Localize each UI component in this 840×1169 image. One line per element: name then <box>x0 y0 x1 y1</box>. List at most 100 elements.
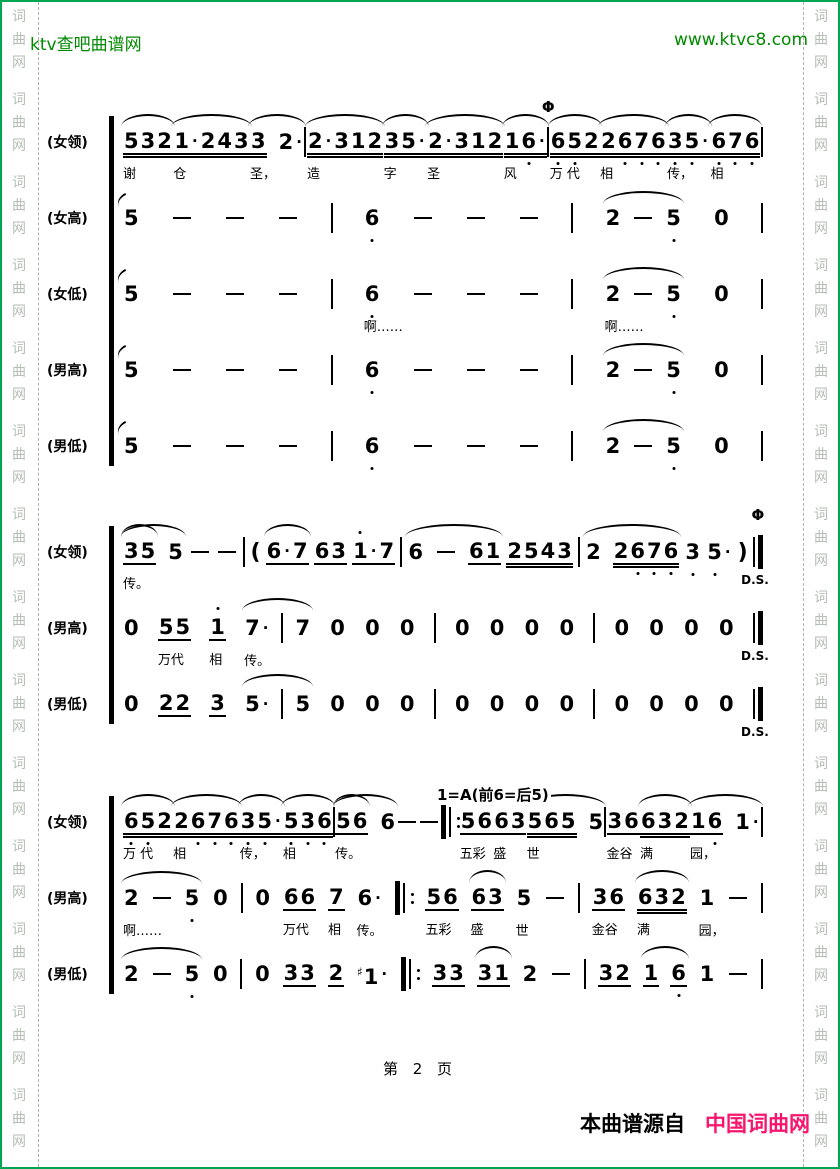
note-row: 0 <box>648 692 665 716</box>
note-row: 3 <box>250 129 267 158</box>
note-digit: 2 <box>158 691 174 715</box>
site-name[interactable]: ktv查吧曲谱网 <box>30 35 142 55</box>
barline-stroke <box>400 957 406 991</box>
dash-stroke <box>634 369 653 371</box>
note-digit: 2 <box>671 885 686 909</box>
note-digit: 0 <box>213 886 228 910</box>
watermark-char: 网 <box>814 470 828 486</box>
note-group: 1 · 7 <box>352 531 396 565</box>
note-group: 0 <box>212 962 229 986</box>
slur-arc <box>547 114 602 127</box>
sharp-sign: ♯ <box>356 964 363 979</box>
duration-dash <box>418 821 440 823</box>
note-row: 1 · 7 <box>352 531 396 565</box>
note-row: 0 <box>399 616 416 640</box>
octave-dot-below <box>370 239 374 242</box>
octave-dot-below <box>656 162 660 165</box>
slur-arc <box>688 794 763 807</box>
note-row: 1 <box>642 961 660 987</box>
lyric: 传， <box>239 847 266 862</box>
watermark-char: 词 <box>12 258 26 274</box>
note-digit: 3 <box>654 885 670 909</box>
note-group: 0 <box>683 616 700 640</box>
note-group: 6 <box>364 434 381 470</box>
note-row: 2 · <box>278 130 304 154</box>
ds-mark: D.S. <box>741 725 769 739</box>
watermark-char: 网 <box>814 304 828 320</box>
barline-stroke <box>330 203 333 233</box>
duration-dash <box>277 293 299 295</box>
barline-stroke <box>760 959 763 989</box>
watermark-char: 曲 <box>12 613 26 629</box>
note-digit: 2 <box>307 129 323 153</box>
dash-stroke <box>552 973 571 975</box>
note-group: 0 <box>254 962 271 986</box>
watermark-char: 曲 <box>12 115 26 131</box>
note-row: 5 <box>123 282 140 306</box>
source-name[interactable]: 中国词曲网 <box>705 1112 810 1136</box>
system-start-barline <box>109 526 114 724</box>
note-digit: 4 <box>540 539 556 563</box>
watermark-char: 网 <box>12 1051 26 1067</box>
note-digit: 3 <box>384 129 400 153</box>
note-row: 0 <box>713 206 730 230</box>
watermark-char: 网 <box>12 138 26 154</box>
note-group: 5 6 五彩 <box>459 809 494 862</box>
note-row: 6 <box>364 434 381 470</box>
watermark-char: 词 <box>12 1088 26 1104</box>
slur-arc <box>665 114 712 127</box>
note-digit: 0 <box>330 692 345 716</box>
note-group: 0 <box>212 886 229 910</box>
augmentation-dot: · <box>370 542 377 560</box>
octave-dot-below <box>713 573 716 576</box>
barline-stroke <box>752 613 755 643</box>
octave-dot-below <box>733 162 737 165</box>
dash-stroke <box>729 897 748 899</box>
dash-stroke <box>413 369 432 371</box>
note-digit: 2 <box>278 130 294 154</box>
slur-arc <box>171 794 242 807</box>
barline <box>571 203 574 233</box>
watermark-char: 曲 <box>814 32 828 48</box>
note-row: 0 <box>524 616 541 640</box>
site-url[interactable]: www.ktvc8.com <box>674 30 808 50</box>
note-digit: 7 <box>245 616 260 640</box>
note-digit: 6 <box>364 358 381 394</box>
note-group: 0 <box>718 616 735 640</box>
watermark-char: 曲 <box>12 198 26 214</box>
augmentation-dot: · <box>539 132 545 150</box>
part-label: (男低) <box>47 697 88 713</box>
note-digit: 2 <box>175 691 191 715</box>
staff-row: (女领) 3 5 5 传。(6 · 7 6 3 1 · 7 6 6 1 2 5 4 3 2 2 6 7 6 3 5 ·) Φ D.S. <box>47 506 769 592</box>
part-label: (男高) <box>47 363 88 379</box>
barline-stroke <box>760 883 763 913</box>
note-digit: 6 <box>650 129 667 165</box>
note-group: 0 <box>329 692 346 716</box>
watermark-char: 网 <box>12 553 26 569</box>
note-group: 6 <box>364 206 381 242</box>
slur-arc <box>304 114 386 127</box>
note-digit: 3 <box>598 961 614 985</box>
tied-note-group: 7 · 传。 7 <box>242 598 314 669</box>
barline-stroke <box>240 959 243 989</box>
staff-line: 0 5 5 万代 1 相 7 · 传。 7 0 0 0 0 0 0 0 0 0 0 0 D.S. <box>107 598 769 669</box>
note-row: 6 <box>670 961 687 997</box>
dash-stroke <box>279 293 298 295</box>
note-digit: 3 <box>510 809 526 833</box>
watermark-char: 网 <box>12 387 26 403</box>
lyric: 相 <box>209 653 223 668</box>
note-group: 0 <box>713 358 730 382</box>
note-group: 1 · <box>734 810 760 834</box>
note-row: 5 <box>665 206 682 242</box>
note-group: 2 啊…… <box>605 282 644 335</box>
dash-stroke <box>520 445 539 447</box>
lyric: 园， <box>690 847 717 862</box>
ds-mark: D.S. <box>741 573 769 587</box>
note-digit: 2 <box>615 961 630 985</box>
note-row: 2 <box>605 282 622 306</box>
